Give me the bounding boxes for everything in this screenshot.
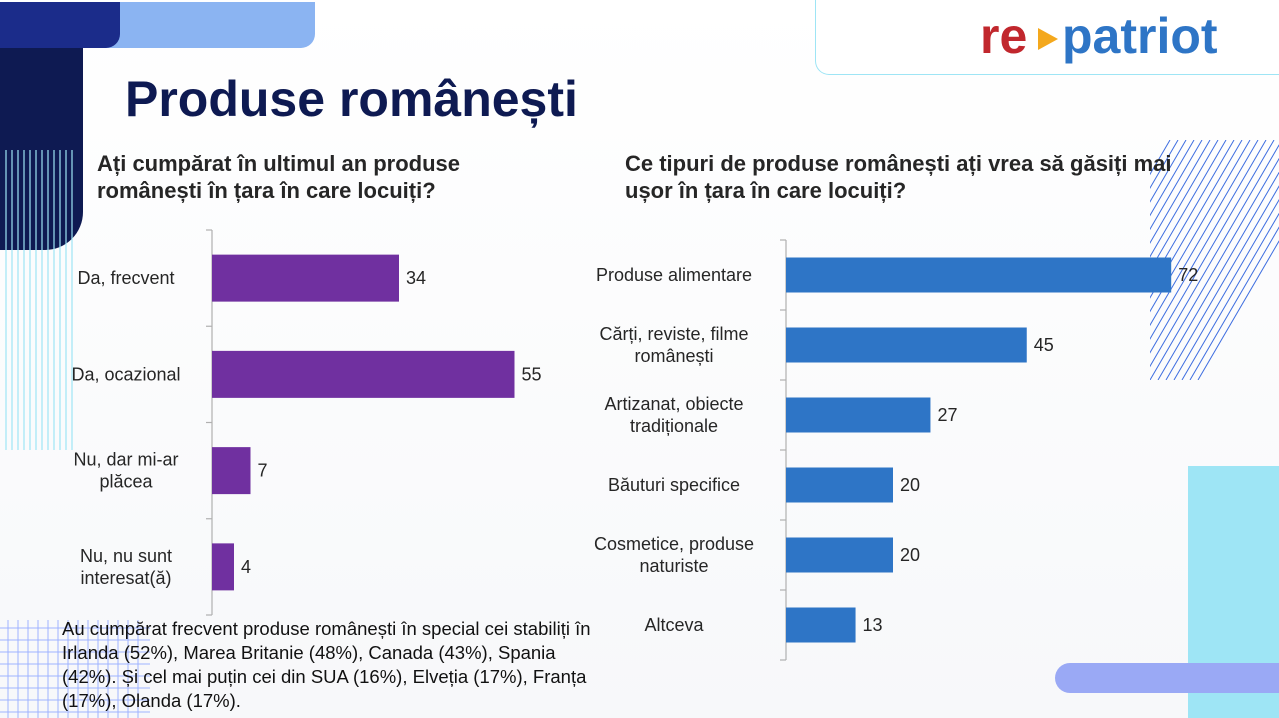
- right-chart-value-label: 45: [1034, 335, 1054, 355]
- periwinkle-pill: [1055, 663, 1279, 693]
- right-chart-bar: [786, 327, 1027, 363]
- logo-arrow-icon: [1038, 28, 1058, 50]
- bottom-left-grid-deco: [0, 620, 150, 718]
- left-chart-category-label: Da, frecvent: [77, 268, 174, 288]
- page-title: Produse românești: [125, 71, 578, 127]
- left-chart-value-label: 4: [241, 557, 251, 577]
- left-chart-category-label: Nu, nu sunt interesat(ă): [80, 546, 172, 588]
- right-chart-value-label: 27: [937, 405, 957, 425]
- right-chart-category-label: Produse alimentare: [596, 265, 752, 285]
- left-chart-bar: [212, 447, 251, 495]
- footnote-text: Au cumpărat frecvent produse românești î…: [62, 618, 591, 711]
- right-chart-category-label: Altceva: [644, 615, 704, 635]
- repatriot-logo: re patriot: [980, 8, 1218, 64]
- right-chart-bar: [786, 607, 856, 643]
- left-stripes-deco: [5, 150, 73, 450]
- left-question: Ați cumpărat în ultimul an produse român…: [97, 151, 461, 203]
- left-chart-value-label: 34: [406, 268, 426, 288]
- left-chart-bar: [212, 543, 234, 591]
- right-chart-bar: [786, 397, 931, 433]
- right-chart-category-label: Cosmetice, produse naturiste: [594, 534, 754, 576]
- right-question: Ce tipuri de produse românești ați vrea …: [625, 151, 1172, 203]
- right-chart-category-label: Băuturi specifice: [608, 475, 740, 495]
- left-chart-value-label: 55: [522, 364, 542, 384]
- right-chart-value-label: 72: [1178, 265, 1198, 285]
- right-chart-bar: [786, 257, 1172, 293]
- right-chart-value-label: 20: [900, 475, 920, 495]
- right-chart-bar: [786, 537, 893, 573]
- left-chart-category-label: Nu, dar mi-ar plăcea: [73, 450, 178, 492]
- right-chart-category-label: Artizanat, obiecte tradiționale: [604, 394, 743, 436]
- purchase-frequency-chart: 34 Da, frecvent 55 Da, ocazional 7 Nu, dar mi…: [71, 229, 542, 616]
- left-chart-bar: [212, 254, 399, 302]
- left-chart-value-label: 7: [258, 461, 268, 481]
- right-chart-bar: [786, 467, 893, 503]
- logo-text-re: re: [980, 8, 1027, 64]
- desired-products-chart: 72 Produse alimentare 45 Cărți, reviste, fi…: [594, 239, 1198, 661]
- left-chart-category-label: Da, ocazional: [71, 364, 180, 384]
- navy-top-strip: [0, 2, 120, 48]
- right-chart-value-label: 20: [900, 545, 920, 565]
- right-chart-category-label: Cărți, reviste, filme românești: [599, 324, 748, 366]
- left-chart-bar: [212, 350, 515, 398]
- logo-text-patriot: patriot: [1062, 8, 1218, 64]
- right-chart-value-label: 13: [863, 615, 883, 635]
